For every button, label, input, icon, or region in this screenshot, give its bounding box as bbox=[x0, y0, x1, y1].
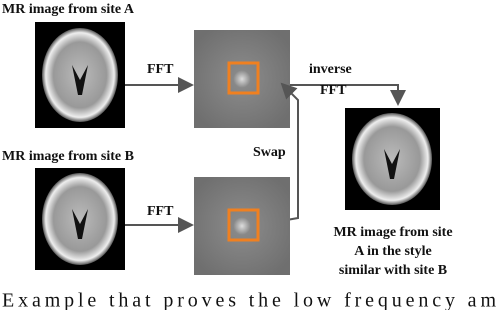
label-fft: FFT bbox=[147, 62, 174, 77]
label-output: similar with site B bbox=[339, 263, 447, 278]
spectrum-a bbox=[194, 30, 290, 128]
label-inverse: FFT bbox=[320, 83, 347, 98]
brain-output bbox=[345, 108, 440, 210]
label-inverse: inverse bbox=[309, 62, 352, 77]
label-output: MR image from site bbox=[333, 225, 452, 240]
brain-b bbox=[35, 168, 125, 270]
label-site-a: MR image from site A bbox=[2, 2, 135, 17]
label-site-b: MR image from site B bbox=[2, 149, 134, 164]
brain-a bbox=[35, 22, 125, 128]
spectrum-b bbox=[194, 177, 290, 275]
label-output: A in the style bbox=[354, 244, 431, 259]
label-swap: Swap bbox=[253, 145, 286, 160]
label-fft: FFT bbox=[147, 204, 174, 219]
arrow bbox=[290, 84, 406, 106]
caption: Example that proves the low frequency am bbox=[2, 290, 496, 310]
